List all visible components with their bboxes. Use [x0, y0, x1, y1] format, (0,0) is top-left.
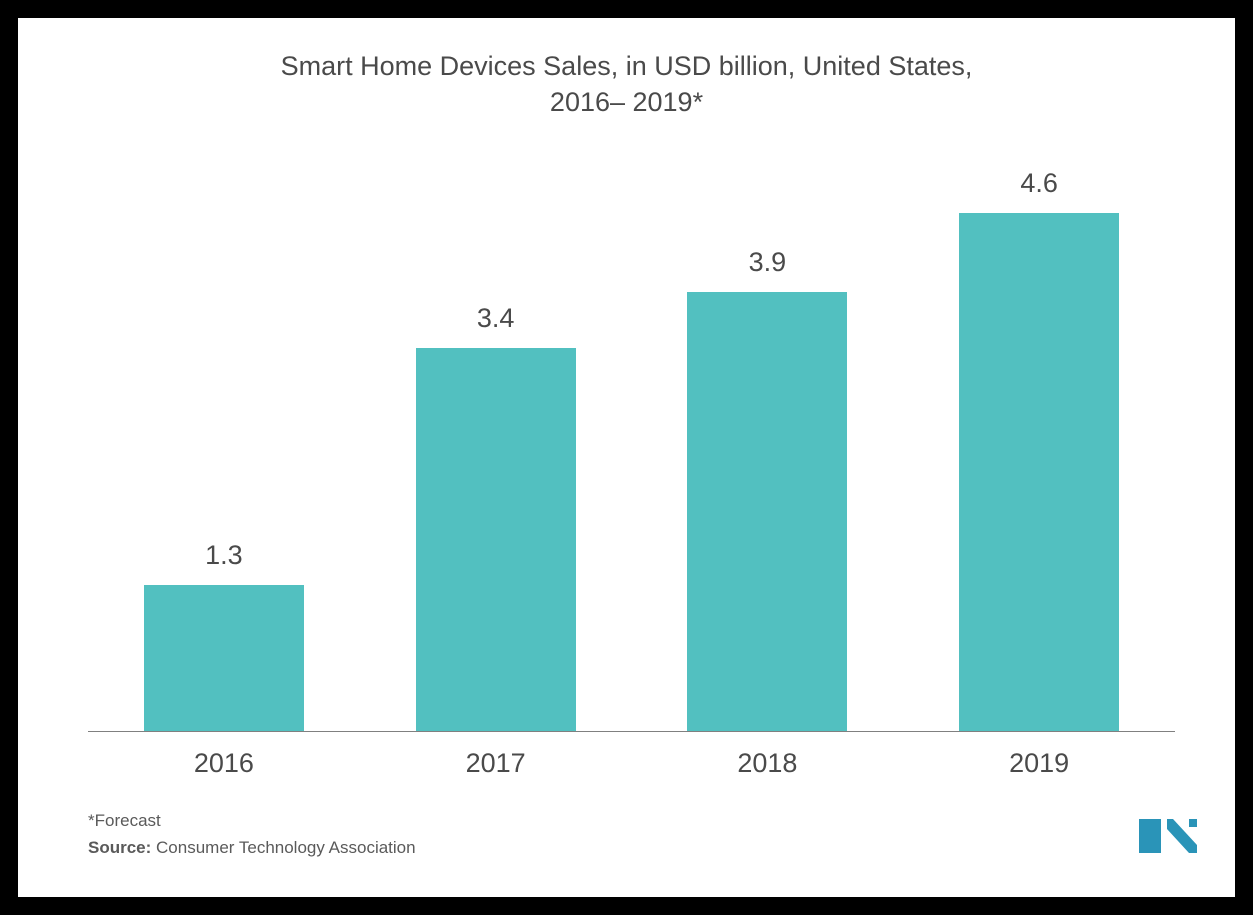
title-line-1: Smart Home Devices Sales, in USD billion… — [281, 51, 973, 81]
x-axis-labels: 2016201720182019 — [88, 748, 1175, 779]
chart-title: Smart Home Devices Sales, in USD billion… — [18, 18, 1235, 121]
bar-value-label: 1.3 — [205, 540, 243, 571]
chart-container: Smart Home Devices Sales, in USD billion… — [18, 18, 1235, 897]
bar-value-label: 4.6 — [1020, 168, 1058, 199]
bar — [416, 348, 576, 732]
x-axis-line — [88, 731, 1175, 732]
brand-logo-icon — [1139, 819, 1197, 853]
chart-footer: *Forecast Source: Consumer Technology As… — [88, 807, 416, 861]
x-axis-label: 2017 — [360, 748, 632, 779]
forecast-note: *Forecast — [88, 807, 416, 834]
bar-group: 3.4 — [360, 303, 632, 732]
title-line-2: 2016– 2019* — [550, 87, 703, 117]
source-text: Consumer Technology Association — [156, 838, 416, 857]
source-label: Source: — [88, 838, 156, 857]
plot-area: 1.3 3.4 3.9 4.6 — [88, 163, 1175, 732]
bar-value-label: 3.4 — [477, 303, 515, 334]
bar-group: 1.3 — [88, 540, 360, 732]
source-line: Source: Consumer Technology Association — [88, 834, 416, 861]
x-axis-label: 2018 — [632, 748, 904, 779]
bar — [144, 585, 304, 732]
bar — [687, 292, 847, 732]
bar-group: 4.6 — [903, 168, 1175, 732]
bar-group: 3.9 — [632, 247, 904, 732]
bar — [959, 213, 1119, 732]
x-axis-label: 2016 — [88, 748, 360, 779]
bars-row: 1.3 3.4 3.9 4.6 — [88, 163, 1175, 732]
x-axis-label: 2019 — [903, 748, 1175, 779]
bar-value-label: 3.9 — [749, 247, 787, 278]
